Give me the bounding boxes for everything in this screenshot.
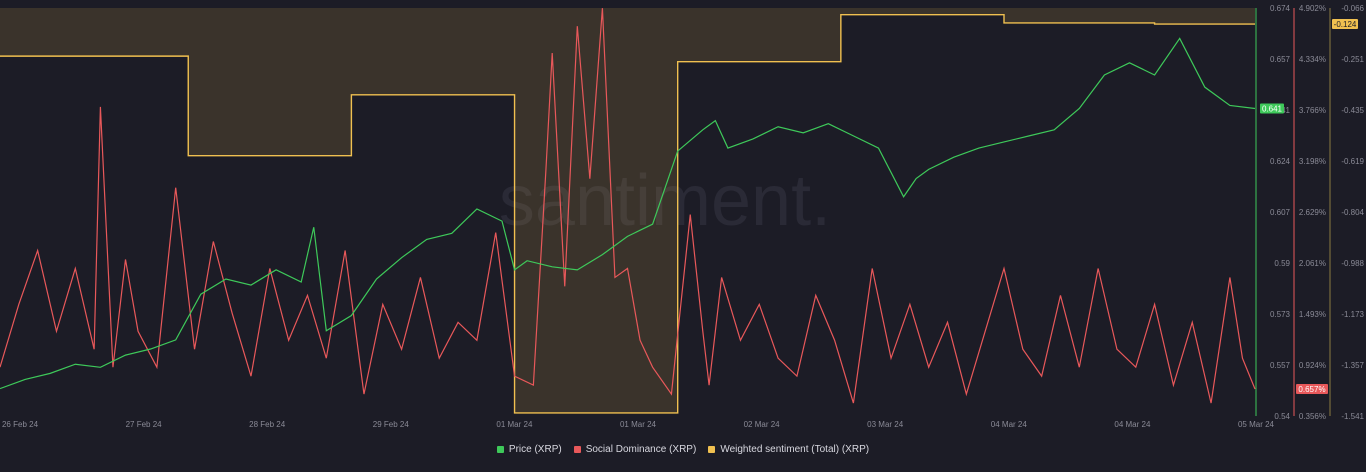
- legend-item-price[interactable]: Price (XRP): [496, 443, 562, 455]
- x-axis-tick: 01 Mar 24: [496, 420, 533, 429]
- x-axis-tick: 01 Mar 24: [620, 420, 657, 429]
- social-axis-tick: 3.766%: [1299, 106, 1326, 115]
- price-axis-tick: 0.557: [1270, 361, 1291, 370]
- social-axis-tick: 3.198%: [1299, 157, 1326, 166]
- price-axis-tick: 0.54: [1274, 412, 1290, 421]
- sentiment-axis-tick: -0.251: [1341, 55, 1364, 64]
- legend-item-social-dominance[interactable]: Social Dominance (XRP): [573, 443, 697, 455]
- sentiment-axis-tick: -0.066: [1341, 4, 1364, 13]
- social-axis-tick: 2.061%: [1299, 259, 1326, 268]
- price-axis-tick: 0.657: [1270, 55, 1291, 64]
- legend-label-weighted-sentiment: Weighted sentiment (Total) (XRP): [720, 443, 870, 455]
- price-axis-tick: 0.607: [1270, 208, 1291, 217]
- social-current-badge-label: 0.657%: [1298, 385, 1325, 394]
- x-axis-tick: 28 Feb 24: [249, 420, 286, 429]
- social-current-badge: [1296, 383, 1328, 394]
- social-axis-tick: 4.334%: [1299, 55, 1326, 64]
- price-axis-tick: 0.573: [1270, 310, 1291, 319]
- watermark: santiment.: [499, 161, 831, 241]
- price-current-badge: [1260, 103, 1284, 114]
- x-axis-tick: 04 Mar 24: [1114, 420, 1151, 429]
- x-axis-tick: 27 Feb 24: [126, 420, 163, 429]
- social-dominance-line: [0, 8, 1256, 404]
- legend-item-weighted-sentiment[interactable]: Weighted sentiment (Total) (XRP): [708, 444, 869, 455]
- sentiment-axis-tick: -1.357: [1341, 361, 1364, 370]
- sentiment-axis-tick: -0.988: [1341, 259, 1364, 268]
- sentiment-axis-tick: -0.435: [1341, 106, 1364, 115]
- social-axis-tick: 0.924%: [1299, 361, 1326, 370]
- x-axis-tick: 04 Mar 24: [991, 420, 1028, 429]
- x-axis-tick: 26 Feb 24: [2, 420, 39, 429]
- sentiment-axis-tick: -0.619: [1341, 157, 1364, 166]
- x-axis-tick: 02 Mar 24: [744, 420, 781, 429]
- social-axis-tick: 2.629%: [1299, 208, 1326, 217]
- social-axis-tick: 4.902%: [1299, 4, 1326, 13]
- x-axis-tick: 03 Mar 24: [867, 420, 904, 429]
- sentiment-line: [0, 13, 1255, 414]
- x-axis-tick: 05 Mar 24: [1238, 420, 1275, 429]
- legend-label-price: Price (XRP): [508, 443, 562, 455]
- sentiment-axis-tick: -1.173: [1341, 310, 1364, 319]
- price-axis-tick: 0.674: [1270, 4, 1291, 13]
- sentiment-current-badge: [1332, 19, 1358, 30]
- sentiment-current-badge-label: -0.124: [1334, 20, 1357, 29]
- sentiment-axis-tick: -1.541: [1341, 412, 1364, 421]
- social-axis-tick: 0.356%: [1299, 412, 1326, 421]
- legend-swatch-weighted-sentiment: [708, 445, 716, 453]
- price-current-badge-label: 0.641: [1262, 104, 1283, 113]
- price-axis-tick: 0.624: [1270, 157, 1291, 166]
- legend-label-social-dominance: Social Dominance (XRP): [585, 443, 697, 455]
- sentiment-area: [0, 8, 1255, 413]
- x-axis-tick: 29 Feb 24: [373, 420, 410, 429]
- social-axis-tick: 1.493%: [1299, 310, 1326, 319]
- legend-swatch-social-dominance: [573, 445, 581, 453]
- price-axis-tick: 0.59: [1274, 259, 1290, 268]
- legend-swatch-price: [496, 445, 504, 453]
- sentiment-axis-tick: -0.804: [1341, 208, 1364, 217]
- chart-legend: Price (XRP) Social Dominance (XRP) Weigh…: [0, 440, 1366, 458]
- price-line: [0, 37, 1256, 390]
